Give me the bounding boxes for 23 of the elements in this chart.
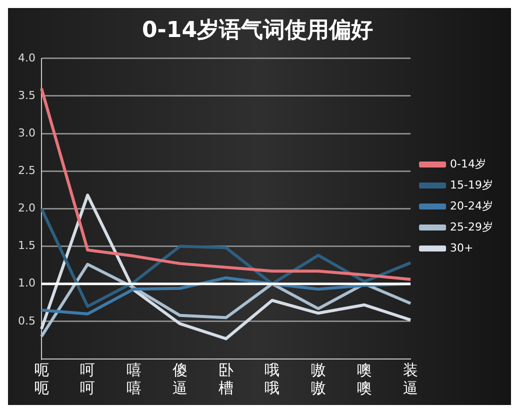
y-tick-label: 2.5 xyxy=(18,164,36,177)
y-tick-label: 3.5 xyxy=(18,88,36,102)
x-tick-label: 嘻嘻 xyxy=(126,360,142,397)
legend-label: 0-14岁 xyxy=(450,157,486,170)
x-tick-label: 傻逼 xyxy=(172,360,188,397)
x-tick-label: 嗷嗷 xyxy=(310,360,326,397)
legend-label: 20-24岁 xyxy=(450,199,494,212)
x-tick-label: 呵呵 xyxy=(80,360,96,397)
chart-title: 0-14岁语气词使用偏好 xyxy=(142,18,374,43)
y-tick-label: 0.5 xyxy=(18,314,36,328)
y-tick-label: 2.0 xyxy=(18,202,36,215)
y-tick-label: 1.5 xyxy=(18,239,36,252)
legend-label: 30+ xyxy=(450,241,474,254)
y-tick-label: 1.0 xyxy=(18,276,36,290)
legend-label: 15-19岁 xyxy=(450,178,494,192)
x-tick-label: 装逼 xyxy=(403,360,418,397)
x-tick-label: 卧槽 xyxy=(218,360,234,397)
x-tick-label: 哦哦 xyxy=(264,360,280,397)
x-tick-label: 噢噢 xyxy=(356,360,372,397)
legend-label: 25-29岁 xyxy=(450,220,494,234)
x-tick-label: 呃呃 xyxy=(34,360,49,397)
y-tick-label: 3.0 xyxy=(18,126,36,140)
y-tick-label: 4.0 xyxy=(18,51,36,64)
